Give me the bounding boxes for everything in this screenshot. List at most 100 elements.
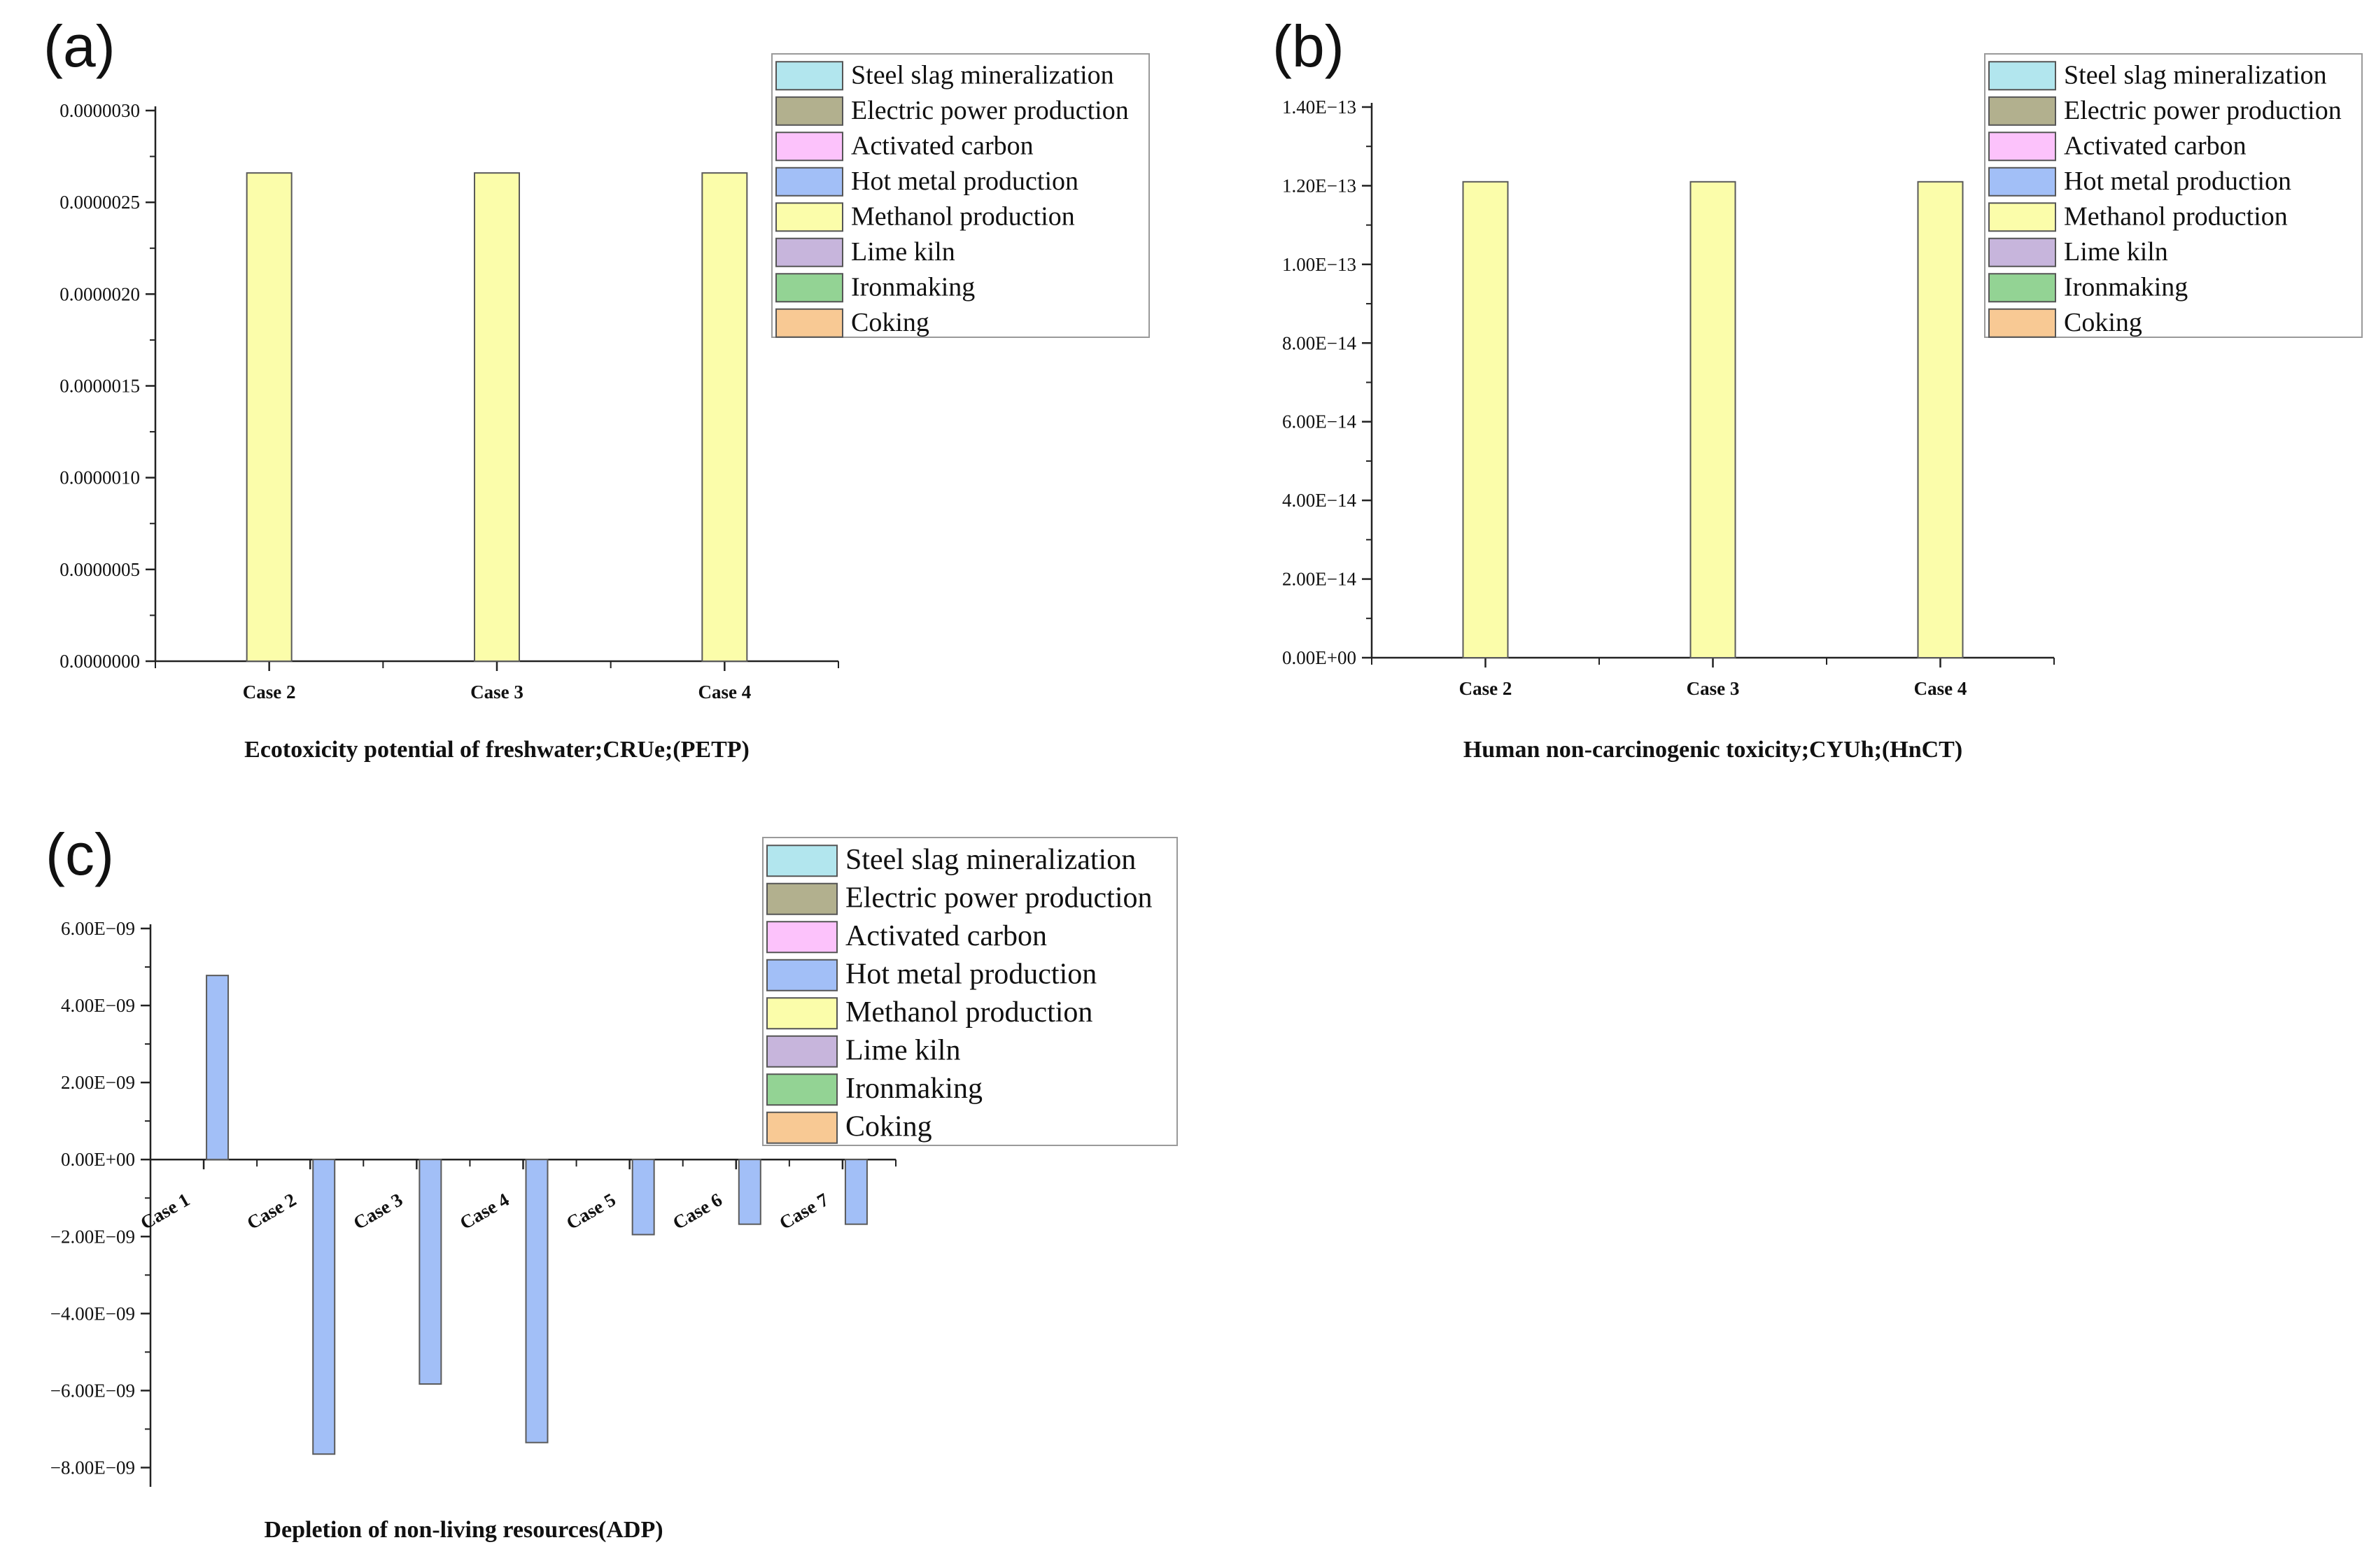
legend-swatch	[1988, 61, 2056, 91]
legend-swatch	[766, 1111, 838, 1144]
legend-label: Lime kiln	[2064, 237, 2168, 267]
legend-swatch	[1988, 308, 2056, 338]
legend-label: Electric power production	[851, 96, 1129, 125]
legend-swatch	[1988, 167, 2056, 197]
legend-swatch	[775, 167, 843, 197]
legend-label: Steel slag mineralization	[2064, 60, 2327, 90]
legend-swatch	[775, 61, 843, 91]
legend-label: Lime kiln	[845, 1035, 960, 1067]
y-tick-label: 4.00E−09	[61, 995, 135, 1016]
legend-label: Ironmaking	[2064, 272, 2188, 302]
panel-label: (b)	[1272, 13, 1344, 79]
y-tick-label: 6.00E−14	[1282, 411, 1356, 432]
legend-swatch	[766, 959, 838, 991]
x-axis-title: Ecotoxicity potential of freshwater;CRUe…	[244, 737, 750, 763]
y-tick-label: 2.00E−09	[61, 1072, 135, 1093]
bar	[1917, 181, 1964, 658]
legend-swatch	[1988, 273, 2056, 303]
y-tick-label: 0.00E+00	[1282, 647, 1356, 668]
legend-swatch	[775, 202, 843, 232]
legend-label: Electric power production	[845, 882, 1153, 914]
y-tick-label: 0.0000005	[59, 559, 140, 580]
x-axis-title: Depletion of non-living resources(ADP)	[264, 1517, 663, 1543]
legend-swatch	[766, 997, 838, 1030]
legend-label: Hot metal production	[2064, 167, 2291, 196]
bar	[206, 975, 230, 1161]
x-tick-label: Case 5	[563, 1189, 619, 1234]
bar	[419, 1159, 442, 1385]
legend-label: Ironmaking	[851, 272, 975, 302]
y-tick-label: 0.0000000	[59, 651, 140, 672]
y-tick-label: −2.00E−09	[50, 1226, 135, 1247]
y-tick-label: 6.00E−09	[61, 918, 135, 939]
legend-label: Methanol production	[851, 202, 1075, 231]
panel-label: (c)	[45, 821, 114, 887]
legend-label: Coking	[2064, 308, 2142, 337]
x-tick-label: Case 2	[243, 681, 296, 702]
bar	[1462, 181, 1509, 658]
legend-swatch	[1988, 96, 2056, 126]
y-tick-label: 0.0000010	[59, 467, 140, 488]
bar	[525, 1159, 549, 1443]
x-tick-label: Case 3	[350, 1189, 407, 1234]
legend-label: Coking	[845, 1111, 932, 1143]
legend-label: Coking	[851, 308, 929, 337]
legend-swatch	[766, 921, 838, 954]
bar	[844, 1159, 868, 1225]
y-tick-label: 1.40E−13	[1282, 97, 1356, 118]
legend-swatch	[766, 882, 838, 915]
legend-label: Ironmaking	[845, 1073, 983, 1105]
bar	[312, 1159, 336, 1455]
bar	[474, 172, 520, 662]
legend-label: Steel slag mineralization	[851, 60, 1114, 90]
panel-b: (b) 0.00E+00 2.00E−14 4.00E−14 6.00E−14 8.00E…	[1272, 13, 2363, 763]
panel-a: (a) 0.0000000 0.0000005 0.0000010 0.0000015 0…	[43, 13, 1150, 763]
bar	[246, 172, 293, 662]
x-tick-label: Case 4	[1914, 678, 1967, 699]
legend-swatch	[766, 1035, 838, 1068]
y-tick-label: 0.0000015	[59, 376, 140, 397]
legend-swatch	[775, 132, 843, 162]
y-tick-label: 0.0000020	[59, 283, 140, 304]
x-tick-label: Case 6	[669, 1189, 726, 1234]
legend-label: Methanol production	[845, 996, 1092, 1029]
legend-label: Hot metal production	[851, 167, 1078, 196]
x-tick-label: Case 4	[456, 1189, 513, 1234]
legend-swatch	[775, 273, 843, 303]
y-tick-label: 0.00E+00	[61, 1149, 135, 1170]
x-tick-label: Case 1	[136, 1189, 193, 1234]
bar	[701, 172, 748, 662]
legend-swatch	[775, 308, 843, 338]
y-tick-label: 2.00E−14	[1282, 569, 1356, 590]
legend-label: Electric power production	[2064, 96, 2342, 125]
panel-label: (a)	[43, 13, 115, 79]
bar	[1689, 181, 1736, 658]
legend-label: Activated carbon	[2064, 131, 2247, 160]
legend-label: Lime kiln	[851, 237, 955, 267]
legend-swatch	[775, 237, 843, 267]
panel-c: (c) −8.00E−09 −6.00E−09 −4.00E−09 −2.00E−09 0…	[45, 821, 1178, 1543]
legend-swatch	[766, 845, 838, 877]
y-tick-label: 1.00E−13	[1282, 254, 1356, 275]
y-tick-label: 0.0000030	[59, 100, 140, 121]
x-tick-label: Case 3	[470, 681, 523, 702]
bar	[631, 1159, 655, 1236]
y-tick-label: −8.00E−09	[50, 1457, 135, 1478]
legend-swatch	[775, 96, 843, 126]
y-tick-label: −6.00E−09	[50, 1380, 135, 1401]
legend-label: Methanol production	[2064, 202, 2288, 231]
legend-swatch	[766, 1073, 838, 1106]
y-tick-label: −4.00E−09	[50, 1303, 135, 1324]
legend-swatch	[1988, 202, 2056, 232]
x-tick-label: Case 2	[1459, 678, 1512, 699]
bar	[738, 1159, 761, 1225]
y-tick-label: 1.20E−13	[1282, 175, 1356, 196]
legend-label: Activated carbon	[845, 920, 1047, 952]
legend-swatch	[1988, 237, 2056, 267]
x-tick-label: Case 2	[244, 1189, 300, 1234]
x-tick-label: Case 7	[775, 1189, 832, 1234]
x-tick-label: Case 4	[698, 681, 751, 702]
x-tick-label: Case 3	[1687, 678, 1740, 699]
y-tick-label: 4.00E−14	[1282, 490, 1356, 511]
